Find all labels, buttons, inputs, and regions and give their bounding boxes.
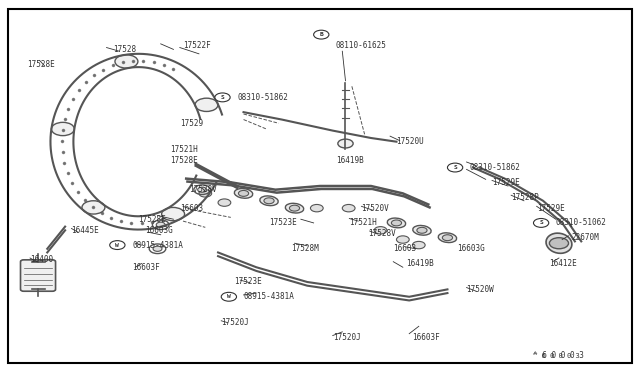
Circle shape [289, 205, 300, 211]
Text: 17529E: 17529E [537, 203, 564, 213]
Text: 17528V: 17528V [189, 185, 217, 194]
Ellipse shape [438, 233, 456, 243]
FancyBboxPatch shape [20, 260, 56, 291]
Text: S: S [221, 95, 225, 100]
Text: 17528E: 17528E [170, 155, 198, 165]
Text: 17520W: 17520W [467, 285, 494, 294]
Text: B: B [319, 32, 323, 37]
Ellipse shape [546, 233, 572, 253]
Circle shape [215, 93, 230, 102]
Circle shape [115, 55, 138, 68]
Text: W: W [227, 294, 231, 299]
Circle shape [153, 246, 162, 251]
Ellipse shape [260, 196, 278, 206]
Circle shape [314, 30, 329, 39]
Circle shape [342, 205, 355, 212]
Circle shape [156, 222, 165, 227]
Text: 16603G: 16603G [457, 244, 484, 253]
Circle shape [264, 198, 274, 204]
Circle shape [218, 199, 231, 206]
Text: 17523E: 17523E [234, 278, 262, 286]
Text: 17522F: 17522F [183, 41, 211, 50]
Circle shape [198, 187, 207, 192]
Text: 08310-51862: 08310-51862 [470, 163, 520, 172]
Text: 16412E: 16412E [549, 259, 577, 268]
Ellipse shape [387, 218, 406, 228]
Circle shape [239, 190, 248, 196]
Text: 16603: 16603 [180, 203, 203, 213]
Text: 08915-4381A: 08915-4381A [244, 292, 294, 301]
Text: 17520J: 17520J [333, 333, 360, 342]
Text: 16603F: 16603F [412, 333, 440, 342]
Text: 16419B: 16419B [336, 155, 364, 165]
Text: 16445E: 16445E [72, 226, 99, 235]
Text: 17521H: 17521H [349, 218, 376, 227]
Text: 17528E: 17528E [27, 60, 54, 69]
Circle shape [412, 241, 425, 249]
Text: 17520V: 17520V [362, 203, 389, 213]
Text: 17521H: 17521H [170, 145, 198, 154]
Text: 17528E: 17528E [138, 215, 166, 224]
Text: 16400: 16400 [30, 255, 53, 264]
Circle shape [338, 139, 353, 148]
Circle shape [392, 220, 401, 226]
Text: 08110-61625: 08110-61625 [336, 41, 387, 50]
Circle shape [51, 122, 74, 136]
Text: 17523E: 17523E [269, 218, 297, 227]
Text: 17529E: 17529E [492, 178, 520, 187]
Text: S: S [540, 221, 543, 225]
Text: 08915-4381A: 08915-4381A [132, 241, 183, 250]
Circle shape [396, 236, 409, 243]
Circle shape [447, 163, 463, 172]
Text: ^ 6 0 0 0 3: ^ 6 0 0 0 3 [534, 351, 584, 360]
Circle shape [195, 98, 218, 112]
Text: 16603: 16603 [394, 244, 417, 253]
Circle shape [82, 201, 105, 214]
Circle shape [417, 227, 427, 233]
Text: 16603G: 16603G [145, 226, 173, 235]
Text: 17528: 17528 [113, 45, 136, 54]
Ellipse shape [285, 203, 304, 213]
Circle shape [442, 235, 452, 241]
Circle shape [310, 205, 323, 212]
Text: 17529: 17529 [180, 119, 203, 128]
Circle shape [109, 241, 125, 250]
Circle shape [534, 218, 548, 227]
Text: 17520U: 17520U [396, 137, 424, 146]
Circle shape [549, 238, 568, 249]
Ellipse shape [234, 189, 253, 198]
Text: 16419B: 16419B [406, 259, 434, 268]
Text: 17528V: 17528V [368, 230, 396, 238]
Text: S: S [453, 165, 457, 170]
Circle shape [199, 190, 212, 197]
Text: 08310-51062: 08310-51062 [556, 218, 607, 227]
Circle shape [221, 292, 237, 301]
Text: 22670M: 22670M [572, 233, 600, 242]
Circle shape [374, 227, 387, 234]
Text: 17520J: 17520J [221, 318, 249, 327]
Text: 17528P: 17528P [511, 193, 539, 202]
Text: 16603F: 16603F [132, 263, 160, 272]
Text: W: W [115, 243, 119, 248]
Text: 08310-51862: 08310-51862 [237, 93, 288, 102]
Ellipse shape [413, 225, 431, 235]
Text: ^ 6 0 0 0 3: ^ 6 0 0 0 3 [534, 353, 580, 359]
Circle shape [162, 208, 184, 221]
Text: 17528M: 17528M [291, 244, 319, 253]
